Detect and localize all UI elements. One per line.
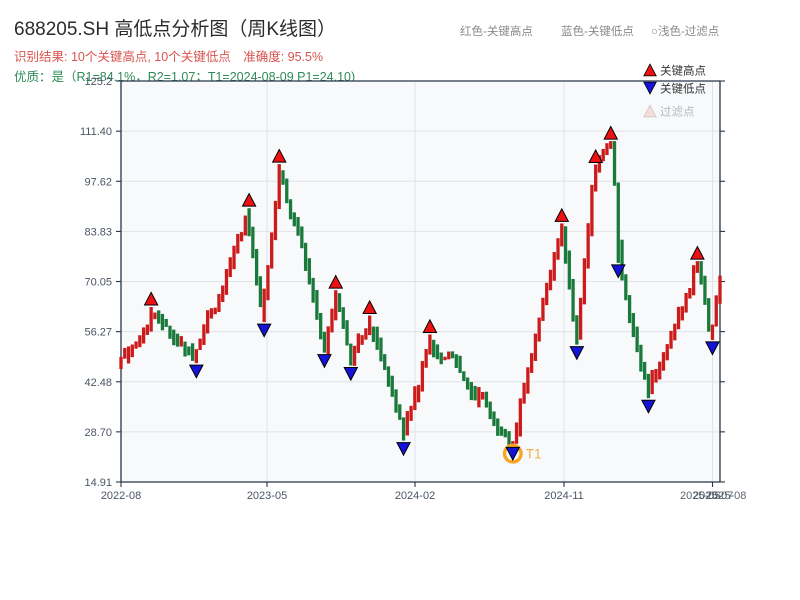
svg-text:关键低点: 关键低点: [660, 82, 706, 96]
svg-text:14.91: 14.91: [84, 477, 112, 489]
svg-text:T1: T1: [526, 447, 542, 462]
svg-text:2022-08: 2022-08: [101, 490, 141, 502]
svg-text:关键高点: 关键高点: [660, 64, 706, 78]
svg-text:42.48: 42.48: [84, 377, 112, 389]
svg-text:83.83: 83.83: [84, 226, 112, 238]
svg-text:2023-05: 2023-05: [247, 490, 287, 502]
svg-text:2025-08: 2025-08: [706, 490, 746, 502]
svg-text:2024-11: 2024-11: [544, 490, 584, 502]
svg-text:70.05: 70.05: [84, 277, 112, 289]
svg-text:56.27: 56.27: [84, 327, 112, 339]
svg-text:28.70: 28.70: [84, 427, 112, 439]
svg-text:111.40: 111.40: [80, 126, 112, 138]
svg-text:125.2: 125.2: [84, 76, 112, 88]
svg-text:过滤点: 过滤点: [660, 106, 695, 119]
svg-text:97.62: 97.62: [84, 176, 112, 188]
svg-text:2024-02: 2024-02: [395, 490, 435, 502]
